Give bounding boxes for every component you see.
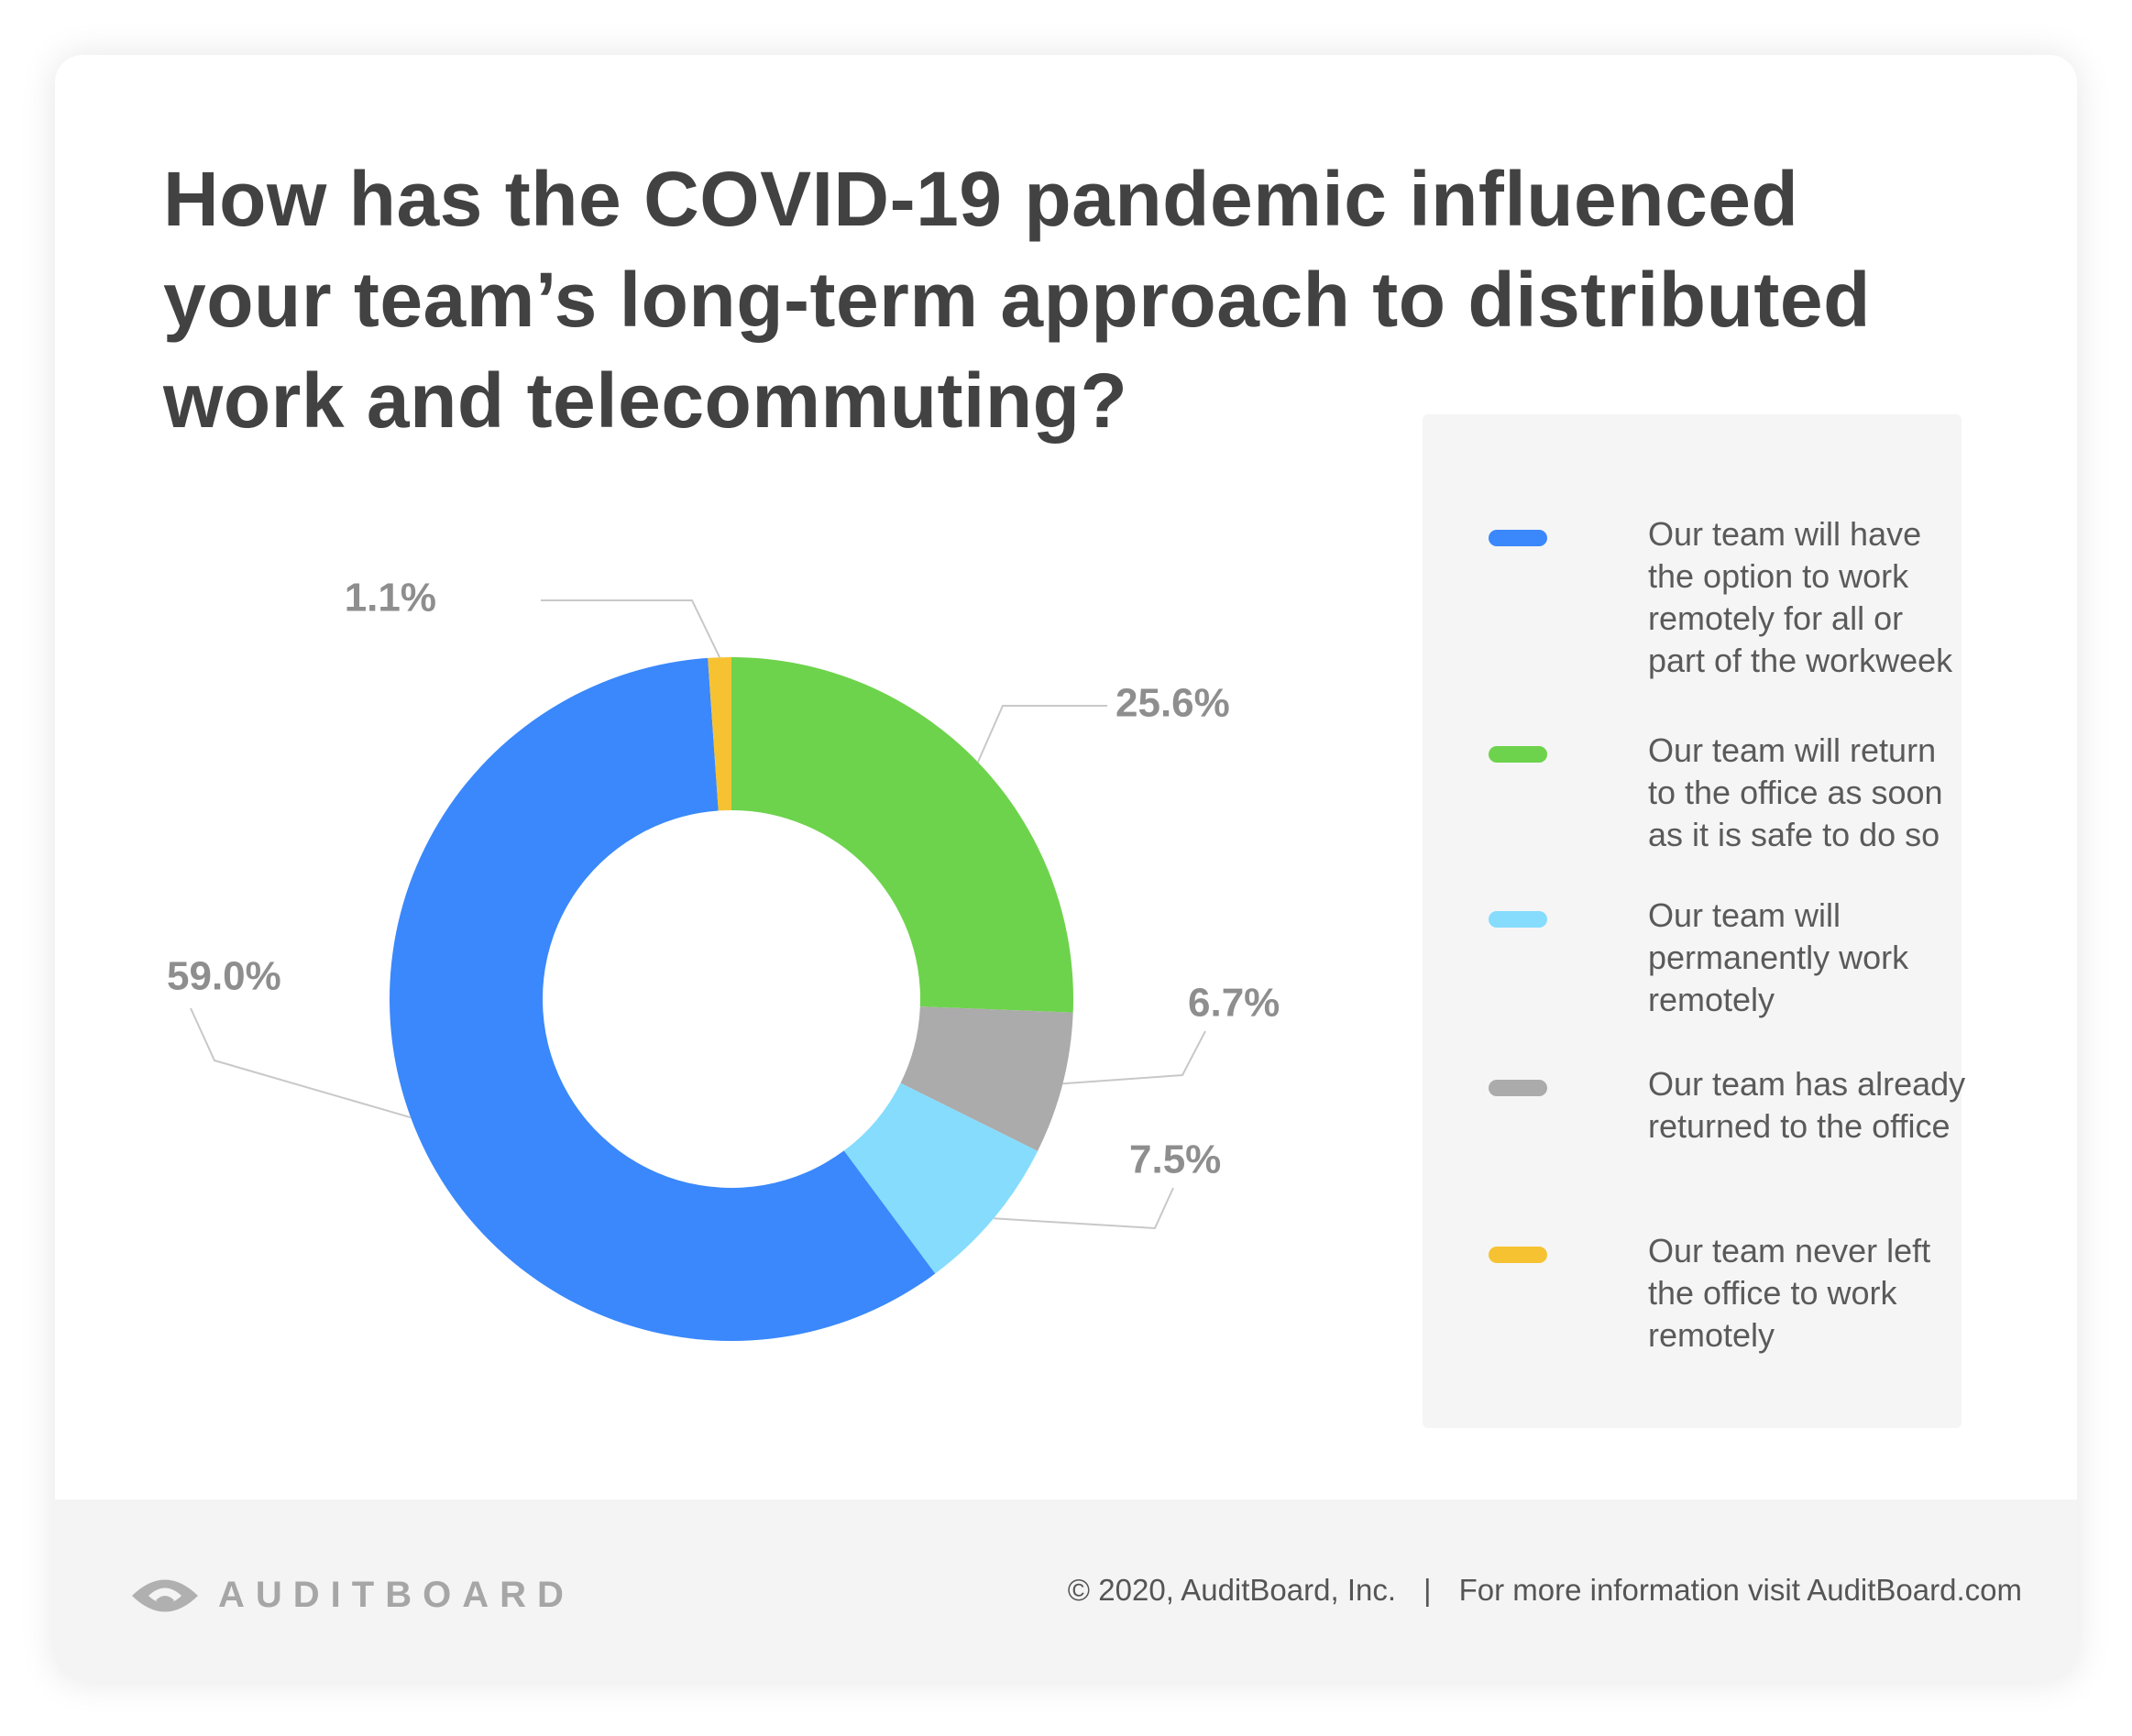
data-label: 59.0% bbox=[167, 954, 281, 999]
auditboard-logo-icon bbox=[132, 1579, 198, 1612]
legend: Our team will have the option to work re… bbox=[1423, 414, 1965, 1428]
donut-slice bbox=[843, 1082, 1039, 1274]
legend-swatch bbox=[1489, 911, 1547, 928]
legend-label: Our team will have the option to work re… bbox=[1648, 515, 1953, 679]
legend-label: Our team will return to the office as so… bbox=[1648, 731, 1943, 853]
legend-label: Our team will permanently work remotely bbox=[1648, 896, 1909, 1018]
donut-slice bbox=[390, 657, 936, 1341]
leader-line bbox=[190, 1007, 412, 1119]
legend-label: Our team never left the office to work r… bbox=[1648, 1232, 1931, 1354]
leader-line bbox=[994, 1187, 1174, 1230]
footer: AUDITBOARD © 2020, AuditBoard, Inc. | For … bbox=[55, 1500, 2077, 1681]
donut-slice bbox=[900, 1006, 1073, 1151]
data-label: 25.6% bbox=[1115, 681, 1230, 726]
legend-label: Our team has already returned to the off… bbox=[1648, 1065, 1966, 1145]
data-label: 1.1% bbox=[345, 576, 436, 621]
legend-swatch bbox=[1489, 1080, 1547, 1096]
donut-slice bbox=[731, 657, 1074, 1013]
more-info-link[interactable]: For more information visit AuditBoard.co… bbox=[1458, 1573, 2022, 1607]
logo-wordmark: AUDITBOARD bbox=[218, 1575, 575, 1615]
leader-line bbox=[541, 599, 720, 658]
leader-line bbox=[1062, 1030, 1206, 1085]
footer-separator: | bbox=[1423, 1573, 1432, 1607]
donut-slice bbox=[708, 657, 731, 811]
copyright-text: © 2020, AuditBoard, Inc. bbox=[1067, 1573, 1397, 1607]
footer-info: © 2020, AuditBoard, Inc. | For more inform… bbox=[1068, 1569, 2022, 1611]
data-label: 6.7% bbox=[1188, 981, 1280, 1026]
infographic-card: How has the COVID-19 pandemic influenced… bbox=[55, 55, 2077, 1681]
legend-swatch bbox=[1489, 746, 1547, 763]
donut-chart: 25.6% 6.7% 7.5% 59.0% 1.1% bbox=[167, 576, 1280, 1341]
data-label: 7.5% bbox=[1129, 1137, 1221, 1182]
legend-swatch bbox=[1489, 530, 1547, 546]
leader-line bbox=[976, 705, 1107, 763]
legend-swatch bbox=[1489, 1247, 1547, 1263]
chart-title: How has the COVID-19 pandemic influenced… bbox=[163, 156, 1871, 444]
